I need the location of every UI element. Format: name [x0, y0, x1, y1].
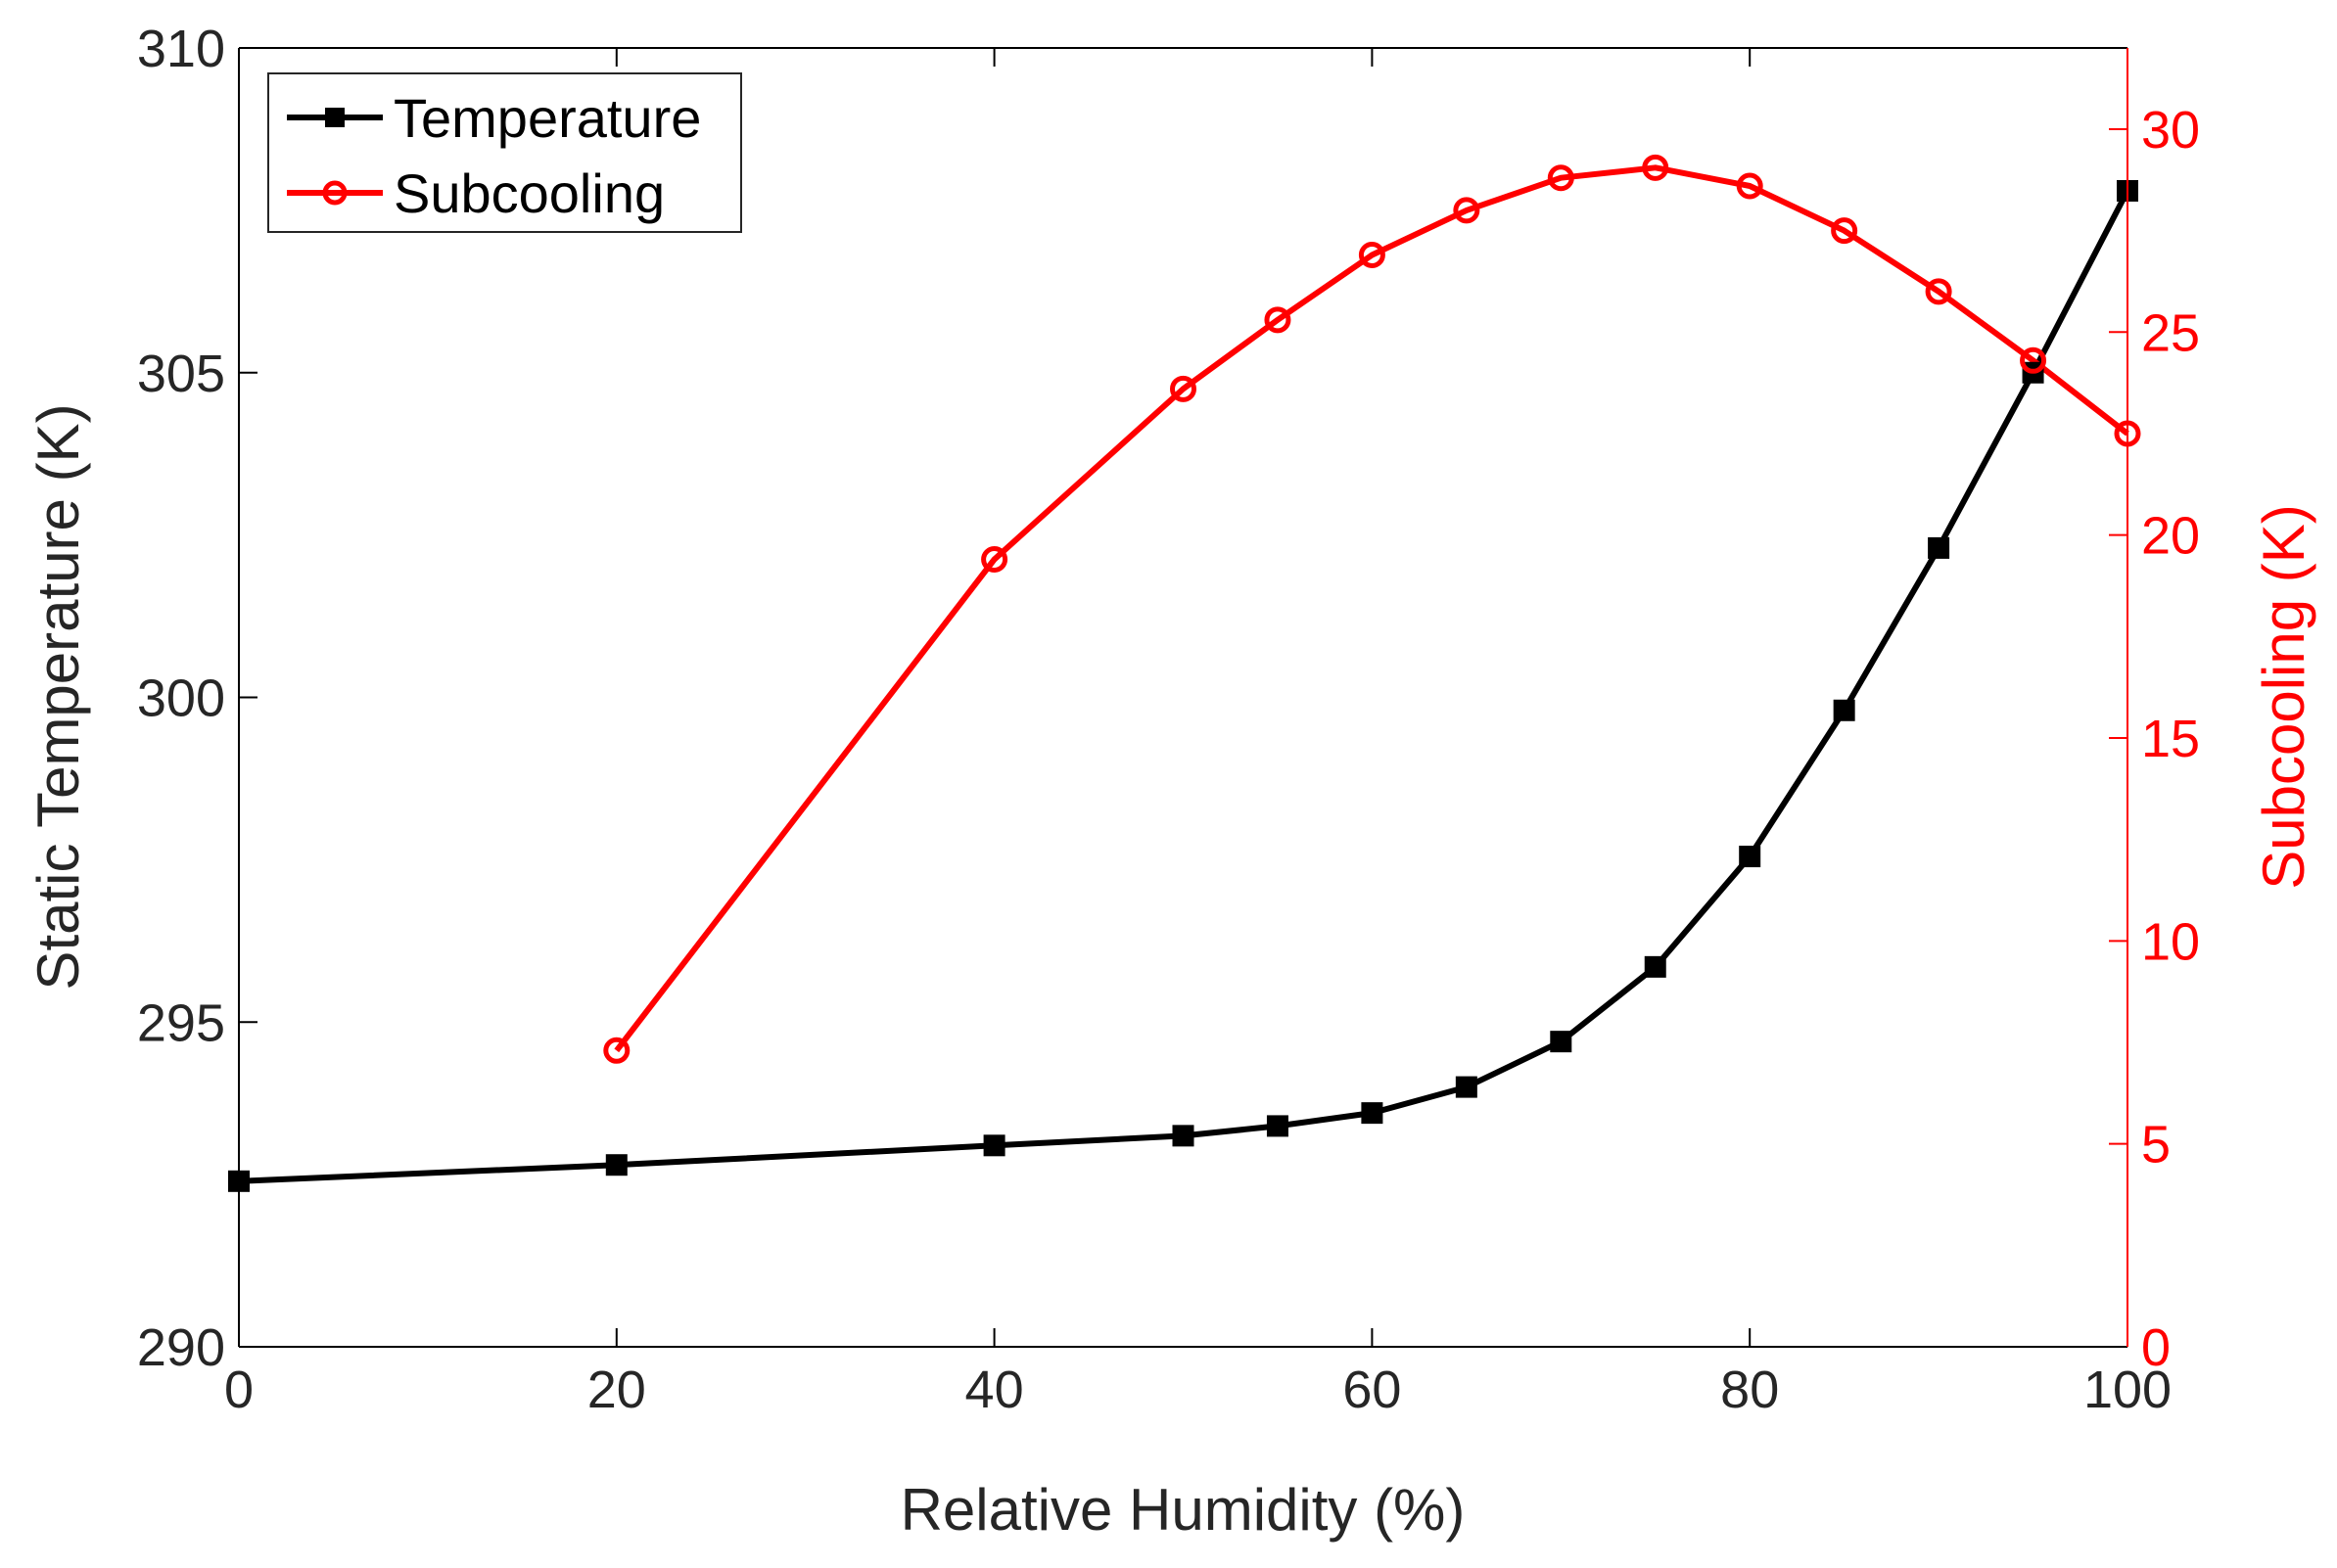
right-tick-label: 30 — [2141, 101, 2200, 160]
temperature-point — [1455, 1076, 1477, 1098]
x-tick-label: 100 — [2083, 1360, 2172, 1419]
left-tick-label: 290 — [137, 1318, 225, 1377]
right-axis-title: Subcooling (K) — [2251, 504, 2316, 890]
right-tick-label: 10 — [2141, 912, 2200, 971]
subcooling-point — [603, 1037, 631, 1064]
temperature-point — [1550, 1031, 1572, 1053]
x-tick-label: 80 — [1720, 1360, 1779, 1419]
subcooling-series-line — [614, 164, 2129, 1053]
temperature-series-line — [238, 189, 2130, 1184]
subcooling-point — [1547, 164, 1574, 192]
legend-temperature-label: Temperature — [394, 87, 701, 149]
temperature-point — [1928, 536, 1950, 559]
subcooling-point — [1358, 241, 1385, 268]
temperature-point — [1739, 846, 1761, 868]
temperature-point — [1172, 1125, 1194, 1147]
right-axis-ticks: 0 5 10 15 20 25 30 — [2109, 101, 2200, 1377]
legend-subcooling-marker — [322, 180, 348, 206]
temperature-point — [1644, 955, 1666, 978]
legend-temperature-marker — [325, 108, 345, 127]
subcooling-point — [1642, 154, 1669, 181]
legend: Temperature Subcooling — [267, 72, 742, 233]
right-tick-label: 25 — [2141, 303, 2200, 362]
legend-box — [267, 72, 742, 233]
right-tick-label: 0 — [2141, 1318, 2171, 1377]
subcooling-point — [1453, 197, 1480, 224]
temperature-point — [605, 1154, 628, 1176]
left-tick-label: 295 — [137, 993, 225, 1052]
right-tick-label: 20 — [2141, 507, 2200, 566]
subcooling-point — [1170, 375, 1196, 402]
series-lines — [238, 164, 2130, 1184]
x-tick-label: 0 — [224, 1360, 254, 1419]
x-tick-label: 40 — [965, 1360, 1024, 1419]
subcooling-point — [1264, 306, 1291, 334]
legend-subcooling-label: Subcooling — [394, 162, 665, 224]
left-tick-label: 310 — [137, 20, 225, 78]
subcooling-point — [981, 546, 1008, 574]
temperature-point — [1833, 699, 1855, 721]
temperature-point — [983, 1134, 1005, 1157]
subcooling-point — [1925, 278, 1952, 305]
subcooling-point — [1736, 172, 1763, 200]
x-axis-title: Relative Humidity (%) — [901, 1477, 1466, 1543]
x-tick-label: 60 — [1342, 1360, 1401, 1419]
x-tick-label: 20 — [587, 1360, 646, 1419]
x-axis-ticks: 0 20 40 60 80 100 — [224, 48, 2172, 1419]
left-tick-label: 305 — [137, 345, 225, 403]
temperature-point — [1361, 1102, 1383, 1125]
subcooling-point — [2020, 346, 2047, 374]
subcooling-point — [1831, 217, 1858, 245]
right-tick-label: 15 — [2141, 710, 2200, 768]
left-axis-ticks: 290 295 300 305 310 — [137, 20, 257, 1377]
temperature-point — [1266, 1115, 1288, 1137]
left-tick-label: 300 — [137, 669, 225, 728]
right-tick-label: 5 — [2141, 1116, 2171, 1175]
left-axis-title: Static Temperature (K) — [25, 403, 91, 990]
